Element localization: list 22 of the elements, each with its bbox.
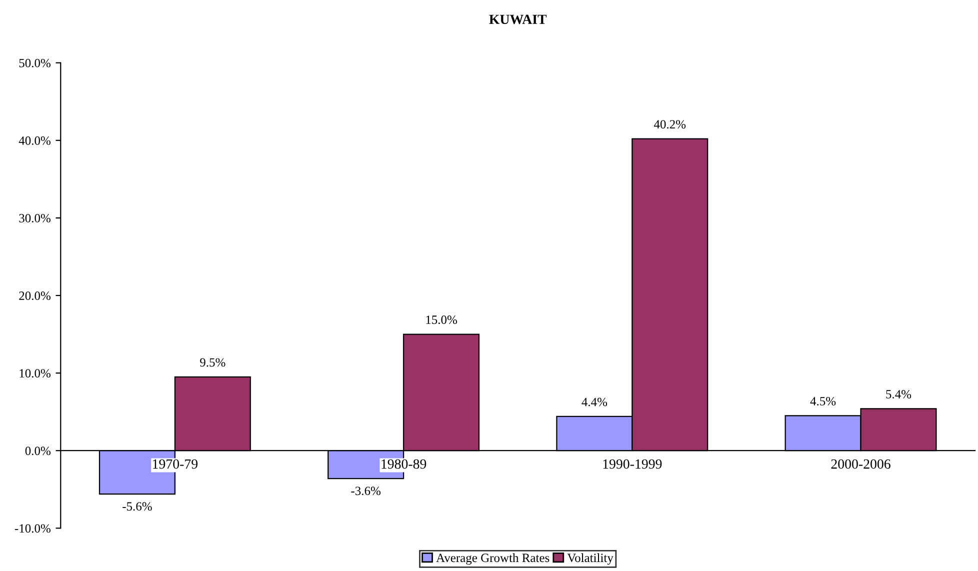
y-tick-label: 50.0% <box>19 58 50 68</box>
data-label: 40.2% <box>654 120 686 129</box>
y-tick-label: 0.0% <box>25 446 50 456</box>
data-label: 4.5% <box>810 396 836 406</box>
legend-label: Volatility <box>567 553 614 565</box>
y-tick-label: 30.0% <box>19 214 50 222</box>
y-tick-label: -10.0% <box>14 524 50 533</box>
chart-title: KUWAIT <box>489 14 547 24</box>
data-label: 4.4% <box>582 398 608 406</box>
data-label: 5.4% <box>886 390 912 398</box>
y-tick-label: 10.0% <box>20 369 50 378</box>
data-label: -5.6% <box>122 502 152 511</box>
x-tick-label: 1970-79 <box>153 459 198 469</box>
y-tick-label: 20.0% <box>19 292 50 300</box>
data-label: 15.0% <box>426 316 457 324</box>
data-label: -3.6% <box>351 486 380 496</box>
x-tick-label: 1990-1999 <box>603 459 662 469</box>
data-label: 9.5% <box>200 358 226 367</box>
legend-label: Average Growth Rates <box>436 553 550 565</box>
x-tick-label: 2000-2006 <box>831 459 890 469</box>
y-tick-label: 40.0% <box>18 136 50 145</box>
x-tick-label: 1980-89 <box>382 459 426 469</box>
